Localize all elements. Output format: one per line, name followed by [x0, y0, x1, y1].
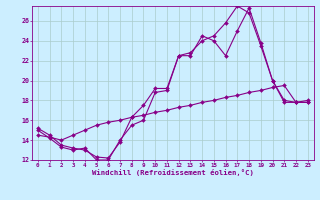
X-axis label: Windchill (Refroidissement éolien,°C): Windchill (Refroidissement éolien,°C): [92, 169, 254, 176]
